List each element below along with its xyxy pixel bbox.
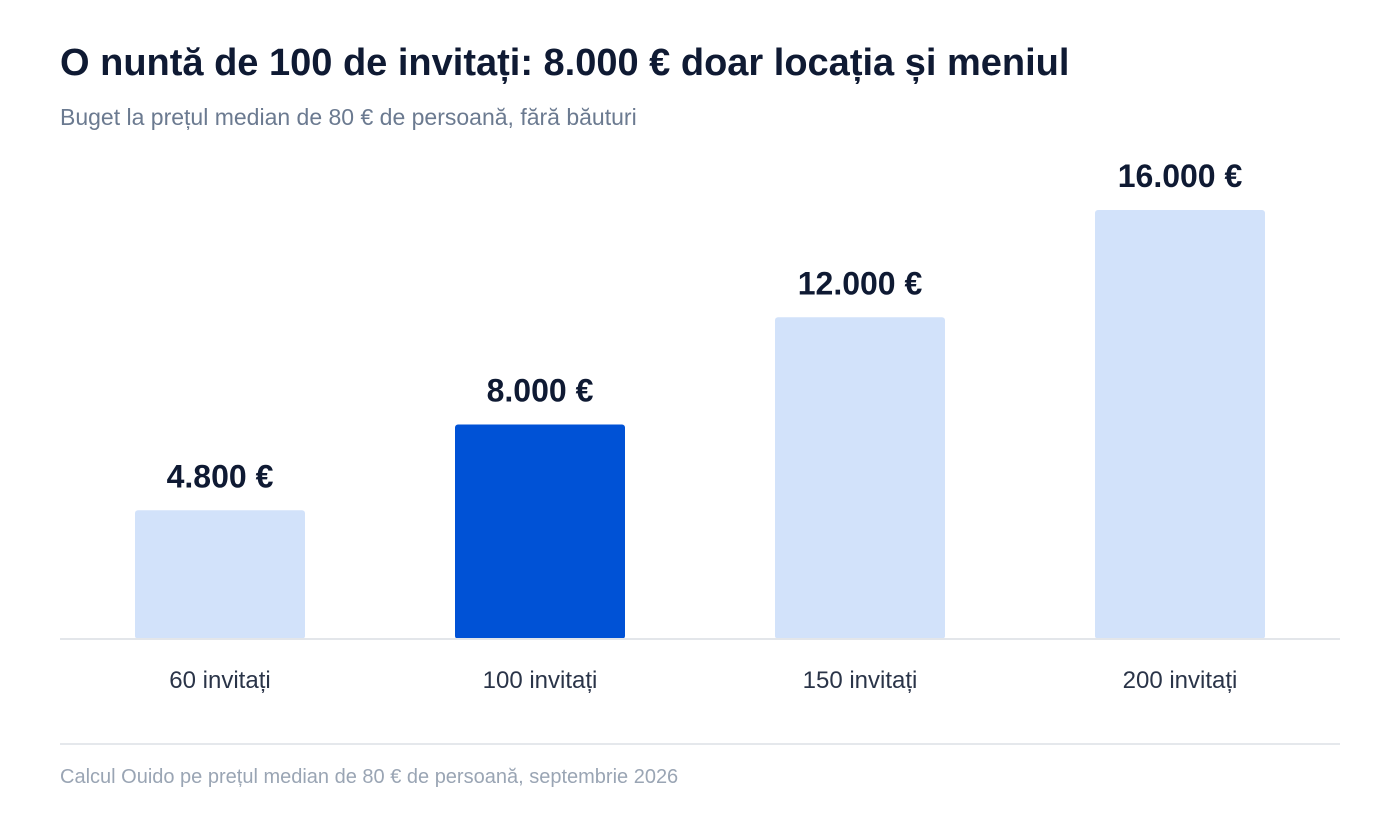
footer-divider bbox=[60, 743, 1340, 745]
bar-3 bbox=[775, 317, 945, 639]
labels-layer: 4.800 € 60 invitați 8.000 € 100 invitați 12.… bbox=[167, 158, 1243, 694]
bar-value-label: 16.000 € bbox=[1118, 158, 1243, 194]
chart-subtitle: Buget la prețul median de 80 € de persoa… bbox=[60, 104, 637, 130]
bar-1 bbox=[135, 510, 305, 639]
bar-2 bbox=[455, 424, 625, 639]
category-label: 150 invitați bbox=[803, 667, 918, 694]
bar-4 bbox=[1095, 210, 1265, 639]
source-note: Calcul Ouido pe prețul median de 80 € de… bbox=[60, 766, 679, 788]
bar-chart: 4.800 € 60 invitați 8.000 € 100 invitați 12.… bbox=[60, 158, 1340, 694]
category-label: 60 invitați bbox=[169, 667, 270, 694]
category-label: 200 invitați bbox=[1123, 667, 1238, 694]
bar-value-label: 12.000 € bbox=[798, 265, 923, 301]
chart-title: O nuntă de 100 de invitați: 8.000 € doar… bbox=[60, 42, 1070, 84]
bar-value-label: 4.800 € bbox=[167, 458, 274, 494]
bar-value-label: 8.000 € bbox=[487, 373, 594, 409]
category-label: 100 invitați bbox=[483, 667, 598, 694]
bars-layer bbox=[135, 210, 1265, 639]
